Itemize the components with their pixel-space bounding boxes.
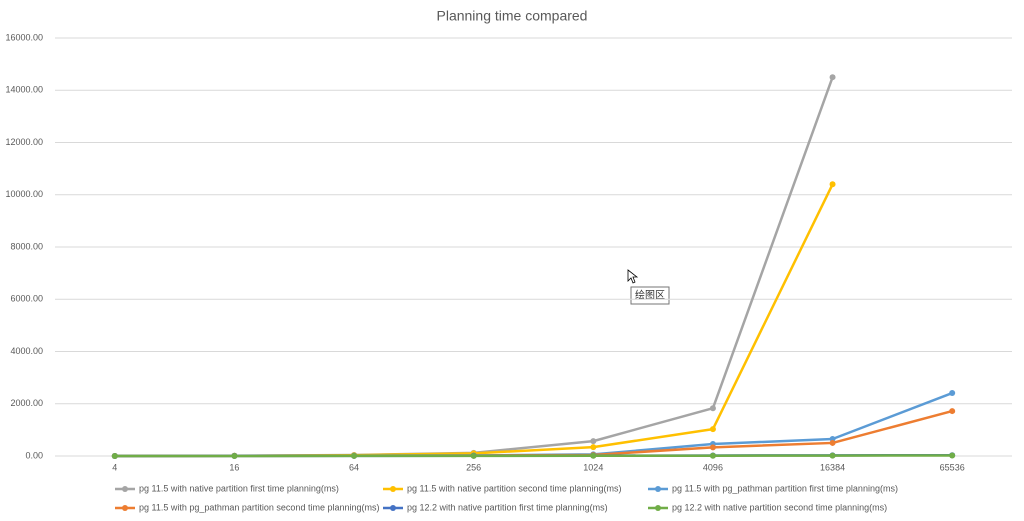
- point: [590, 444, 597, 451]
- x-tick-label: 64: [349, 462, 359, 472]
- point: [949, 452, 956, 459]
- legend-label: pg 11.5 with native partition first time…: [139, 483, 339, 493]
- point: [709, 405, 716, 412]
- legend-label: pg 11.5 with pg_pathman partition first …: [672, 483, 898, 493]
- legend-label: pg 12.2 with native partition first time…: [407, 502, 608, 512]
- y-tick-label: 12000.00: [5, 137, 43, 147]
- point: [829, 439, 836, 446]
- y-tick-label: 8000.00: [10, 241, 43, 251]
- point: [231, 452, 238, 459]
- point: [829, 181, 836, 188]
- x-tick-label: 16384: [820, 462, 845, 472]
- y-tick-label: 4000.00: [10, 346, 43, 356]
- point: [949, 390, 956, 397]
- y-tick-label: 14000.00: [5, 85, 43, 95]
- point: [590, 452, 597, 459]
- point: [949, 408, 956, 415]
- point: [111, 452, 118, 459]
- tooltip-text: 绘图区: [635, 289, 665, 302]
- y-tick-label: 10000.00: [5, 189, 43, 199]
- x-tick-label: 256: [466, 462, 481, 472]
- y-tick-label: 0.00: [25, 450, 43, 460]
- x-tick-label: 4096: [703, 462, 723, 472]
- legend-marker: [655, 505, 661, 511]
- point: [590, 438, 597, 445]
- x-tick-label: 1024: [583, 462, 603, 472]
- legend-marker: [122, 505, 128, 511]
- point: [351, 452, 358, 459]
- x-tick-label: 65536: [940, 462, 965, 472]
- legend-label: pg 11.5 with pg_pathman partition second…: [139, 502, 379, 512]
- y-tick-label: 6000.00: [10, 294, 43, 304]
- y-tick-label: 16000.00: [5, 32, 43, 42]
- series-line: [114, 76, 834, 458]
- x-tick-label: 4: [112, 462, 117, 472]
- point: [709, 426, 716, 433]
- legend-marker: [655, 486, 661, 492]
- y-tick-label: 2000.00: [10, 398, 43, 408]
- series-line: [114, 183, 834, 458]
- legend-label: pg 11.5 with native partition second tim…: [407, 483, 621, 493]
- legend-marker: [390, 486, 396, 492]
- chart-title: Planning time compared: [437, 8, 588, 24]
- point: [829, 74, 836, 81]
- point: [829, 452, 836, 459]
- legend-marker: [122, 486, 128, 492]
- point: [470, 452, 477, 459]
- legend-marker: [390, 505, 396, 511]
- x-tick-label: 16: [229, 462, 239, 472]
- legend-label: pg 12.2 with native partition second tim…: [672, 502, 887, 512]
- cursor: [627, 269, 639, 284]
- point: [709, 444, 716, 451]
- point: [709, 452, 716, 459]
